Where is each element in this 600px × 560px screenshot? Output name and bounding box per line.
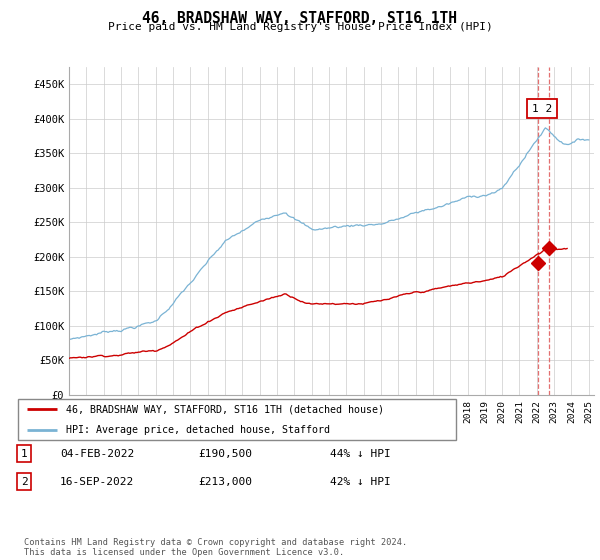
Text: 2: 2 [20,477,28,487]
Text: 1: 1 [20,449,28,459]
Text: 46, BRADSHAW WAY, STAFFORD, ST16 1TH (detached house): 46, BRADSHAW WAY, STAFFORD, ST16 1TH (de… [66,404,384,414]
Text: 42% ↓ HPI: 42% ↓ HPI [330,477,391,487]
Text: HPI: Average price, detached house, Stafford: HPI: Average price, detached house, Staf… [66,424,330,435]
Text: Contains HM Land Registry data © Crown copyright and database right 2024.
This d: Contains HM Land Registry data © Crown c… [24,538,407,557]
Text: Price paid vs. HM Land Registry's House Price Index (HPI): Price paid vs. HM Land Registry's House … [107,22,493,32]
Text: 04-FEB-2022: 04-FEB-2022 [60,449,134,459]
Text: £190,500: £190,500 [198,449,252,459]
Text: 1 2: 1 2 [532,104,552,114]
Text: 44% ↓ HPI: 44% ↓ HPI [330,449,391,459]
Text: 46, BRADSHAW WAY, STAFFORD, ST16 1TH: 46, BRADSHAW WAY, STAFFORD, ST16 1TH [143,11,458,26]
Text: £213,000: £213,000 [198,477,252,487]
Text: 16-SEP-2022: 16-SEP-2022 [60,477,134,487]
